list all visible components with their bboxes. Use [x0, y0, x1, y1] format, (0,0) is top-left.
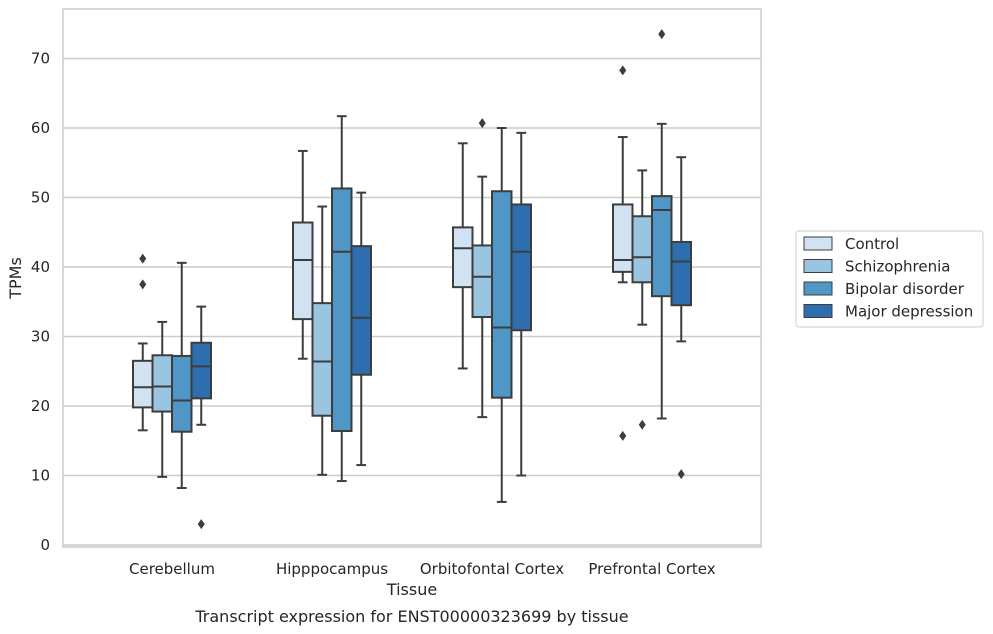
box-major-depression: [350, 191, 372, 467]
box-body: [350, 245, 372, 376]
box-body: [510, 203, 532, 332]
box-body: [471, 244, 493, 319]
y-axis-label: TPMs: [6, 257, 25, 300]
gridlines: [63, 57, 761, 546]
box-schizophrenia: [471, 118, 493, 419]
box-schizophrenia: [151, 320, 173, 478]
y-tick-label: 10: [31, 467, 50, 485]
x-tick-label: Cerebellum: [129, 560, 215, 578]
legend-label: Bipolar disorder: [845, 280, 965, 298]
legend-label: Schizophrenia: [845, 258, 950, 276]
box-body: [612, 203, 634, 273]
box-body: [452, 226, 474, 289]
box-major-depression: [510, 131, 532, 477]
y-tick-label: 30: [31, 328, 50, 346]
box-bipolar-disorder: [331, 115, 353, 483]
outlier-point: [638, 419, 646, 430]
box-body: [331, 187, 353, 433]
x-tick-label: Prefrontal Cortex: [588, 560, 715, 578]
outlier-point: [677, 469, 685, 480]
plot-frame: [62, 8, 762, 548]
outlier-point: [619, 430, 627, 441]
y-tick-label: 70: [31, 50, 50, 68]
box-groups: [132, 29, 692, 530]
chart-caption: Transcript expression for ENST0000032369…: [194, 607, 628, 626]
x-axis-label: Tissue: [386, 580, 437, 599]
legend-label: Control: [845, 235, 899, 253]
outlier-point: [478, 118, 486, 129]
y-tick-label: 0: [40, 536, 50, 554]
box-body: [292, 221, 314, 321]
box-schizophrenia: [311, 205, 333, 476]
x-tick-label: Hipppocampus: [276, 560, 388, 578]
legend-swatch: [803, 259, 833, 273]
legend-swatch: [803, 281, 833, 296]
y-tick-label: 60: [31, 119, 50, 137]
box-schizophrenia: [631, 169, 653, 430]
box-major-depression: [190, 305, 212, 530]
outlier-point: [197, 519, 205, 530]
box-body: [631, 215, 653, 284]
x-axis-ticks: Cerebellum Hipppocampus Orbitofontal Corte…: [129, 560, 716, 578]
y-tick-label: 50: [31, 189, 50, 207]
box-control: [132, 253, 154, 432]
box-control: [292, 149, 314, 360]
box-control: [452, 142, 474, 370]
outlier-point: [139, 253, 147, 264]
outlier-point: [619, 65, 627, 76]
box-body: [171, 354, 193, 433]
box-body: [670, 240, 692, 307]
box-control: [612, 65, 634, 441]
x-tick-label: Orbitofontal Cortex: [420, 560, 564, 578]
box-body: [651, 195, 673, 298]
box-body: [491, 190, 513, 399]
legend-swatch: [803, 304, 833, 318]
box-body: [132, 359, 154, 409]
legend: Control Schizophrenia Bipolar disorder Majo…: [795, 230, 984, 328]
box-bipolar-disorder: [491, 127, 513, 503]
legend-swatch: [803, 236, 833, 251]
box-body: [151, 354, 173, 413]
y-axis-ticks: 0 10 20 30 40 50 60 70: [31, 50, 50, 555]
outlier-point: [658, 29, 666, 40]
y-tick-label: 40: [31, 258, 50, 276]
box-major-depression: [670, 156, 692, 480]
box-bipolar-disorder: [171, 261, 193, 490]
box-body: [190, 341, 212, 400]
outlier-point: [139, 279, 147, 290]
box-bipolar-disorder: [651, 29, 673, 420]
y-tick-label: 20: [31, 397, 50, 415]
legend-frame: [795, 230, 984, 328]
legend-label: Major depression: [845, 303, 973, 321]
box-body: [311, 302, 333, 417]
